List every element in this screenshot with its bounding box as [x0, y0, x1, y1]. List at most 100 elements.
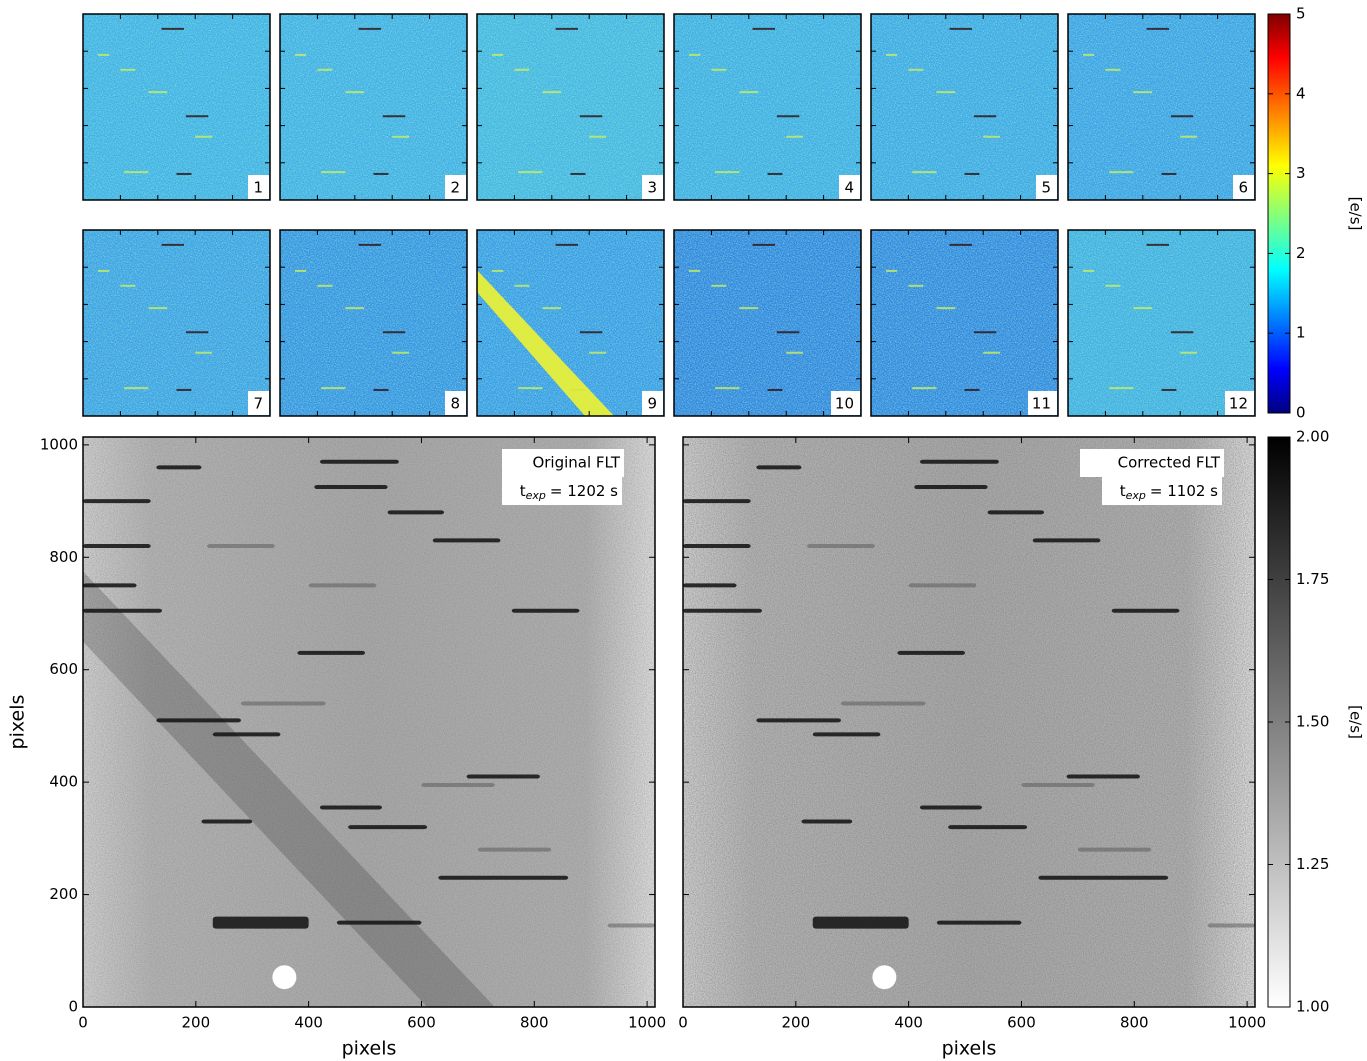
panel-label-box [445, 391, 466, 415]
streak [1032, 538, 1101, 543]
panel-label-box [839, 175, 860, 199]
x-tick-label: 1000 [1228, 1014, 1266, 1032]
noise [83, 14, 270, 200]
panel-label: 4 [844, 179, 854, 197]
frame [82, 436, 656, 1008]
streak [432, 538, 501, 543]
y-tick-label: 600 [49, 660, 78, 678]
streak [919, 459, 999, 464]
frame [870, 13, 1059, 201]
streak [308, 583, 377, 588]
streak [1077, 847, 1152, 852]
streak [897, 650, 966, 655]
streak [319, 805, 382, 810]
streak [756, 465, 802, 470]
frame [673, 13, 862, 201]
noise [1068, 14, 1255, 200]
streak [156, 718, 241, 723]
noise [280, 14, 467, 200]
panel-label-box [248, 175, 269, 199]
x-tick-label: 0 [78, 1014, 88, 1032]
colorbar-tick-label: 1 [1296, 324, 1306, 342]
annotation-box [1080, 449, 1224, 477]
streak [1207, 923, 1255, 928]
panel-label: 8 [450, 395, 460, 413]
panel-label: 6 [1238, 179, 1248, 197]
exposure-text: = 1102 s [1150, 482, 1218, 500]
streak [336, 920, 422, 925]
streak [840, 701, 926, 706]
exposure-symbol: t [1120, 482, 1126, 500]
x-tick-label: 400 [294, 1014, 323, 1032]
streak [477, 847, 552, 852]
panel-label-box [1225, 391, 1254, 415]
streak [297, 650, 366, 655]
streak [683, 583, 737, 588]
streak [201, 819, 253, 824]
streak [919, 805, 982, 810]
frame [1067, 229, 1256, 417]
panel-label-box [248, 391, 269, 415]
annotation-title: Corrected FLT [1118, 454, 1221, 472]
streak [607, 923, 655, 928]
streak [683, 499, 751, 504]
panel-label-box [445, 175, 466, 199]
streak [212, 732, 281, 737]
frame [279, 13, 468, 201]
x-tick-label: 800 [1120, 1014, 1149, 1032]
colorbar [1267, 13, 1291, 414]
panel-label-box [1036, 175, 1057, 199]
streak [801, 819, 853, 824]
streak [987, 510, 1045, 515]
panel-label: 7 [253, 395, 263, 413]
streak [683, 608, 762, 613]
frame [870, 229, 1059, 417]
annotation-box [502, 449, 624, 477]
frame [279, 229, 468, 417]
trail [83, 571, 495, 1007]
streak [807, 544, 875, 549]
streak [421, 782, 495, 787]
x-tick-label: 800 [520, 1014, 549, 1032]
streak [156, 465, 202, 470]
colorbar-label: [e/s] [1347, 705, 1365, 739]
x-tick-label: 0 [678, 1014, 688, 1032]
panel-label: 5 [1041, 179, 1051, 197]
streak [438, 875, 569, 880]
streak [756, 718, 841, 723]
colorbar-tick-label: 1.50 [1296, 713, 1329, 731]
streak [914, 485, 988, 490]
streak [466, 774, 540, 779]
panel-label-box [831, 391, 860, 415]
streak [319, 459, 399, 464]
colorbar-tick-label: 0 [1296, 404, 1306, 422]
frame [1067, 13, 1256, 201]
streak [348, 825, 428, 830]
streak [83, 583, 137, 588]
noise [674, 230, 861, 416]
annotation-box [1102, 477, 1222, 505]
exposure-label: texp = 1102 s [1120, 482, 1218, 503]
exposure-subscript: exp [526, 489, 546, 502]
y-tick-label: 200 [49, 885, 78, 903]
colorbar-tick-label: 1.00 [1296, 998, 1329, 1016]
x-axis-label: pixels [342, 1038, 397, 1060]
noise [280, 230, 467, 416]
trail [477, 270, 614, 416]
x-tick-label: 600 [1007, 1014, 1036, 1032]
frame [82, 13, 271, 201]
streak [812, 916, 909, 929]
streak [212, 916, 309, 929]
x-tick-label: 200 [782, 1014, 811, 1032]
exposure-symbol: t [520, 482, 526, 500]
streak [812, 732, 881, 737]
panel-label: 1 [253, 179, 263, 197]
colorbar-tick-label: 2 [1296, 244, 1306, 262]
streak [314, 485, 388, 490]
streak [948, 825, 1028, 830]
exposure-text: = 1202 s [550, 482, 618, 500]
panel-label: 3 [647, 179, 657, 197]
streak [1021, 782, 1095, 787]
colorbar-tick-label: 5 [1296, 5, 1306, 23]
